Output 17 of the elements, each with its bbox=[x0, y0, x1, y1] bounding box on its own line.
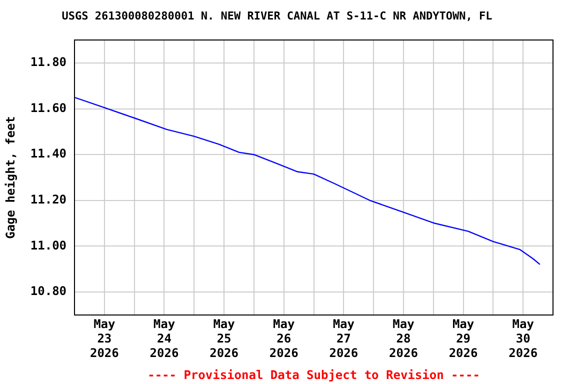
y-tick-label: 11.80 bbox=[30, 55, 67, 70]
y-tick-label: 11.60 bbox=[30, 100, 67, 115]
x-tick-label: May 29 2026 bbox=[448, 317, 478, 360]
x-tick-label: May 27 2026 bbox=[329, 317, 358, 360]
y-tick-label: 11.00 bbox=[30, 238, 67, 252]
y-axis-title: Gage height, feet bbox=[3, 116, 18, 239]
chart-title: USGS 261300080280001 N. NEW RIVER CANAL AT S-11-C NR ANDYTOWN, FL bbox=[62, 9, 493, 22]
x-tick-label: May 30 2026 bbox=[508, 317, 538, 360]
x-tick-label: May 23 2026 bbox=[90, 317, 119, 360]
x-tick-label: May 28 2026 bbox=[389, 317, 418, 360]
text: ---- Provisional Data Subject to Revision ---- bbox=[148, 368, 480, 382]
x-tick-label: May 25 2026 bbox=[210, 317, 238, 360]
y-tick-label: 10.80 bbox=[30, 284, 67, 298]
y-tick-label: 11.40 bbox=[30, 146, 67, 161]
y-tick-label: 11.20 bbox=[30, 192, 67, 207]
x-tick-label: May 24 2026 bbox=[150, 317, 179, 360]
x-tick-label: May 26 2026 bbox=[269, 317, 298, 360]
